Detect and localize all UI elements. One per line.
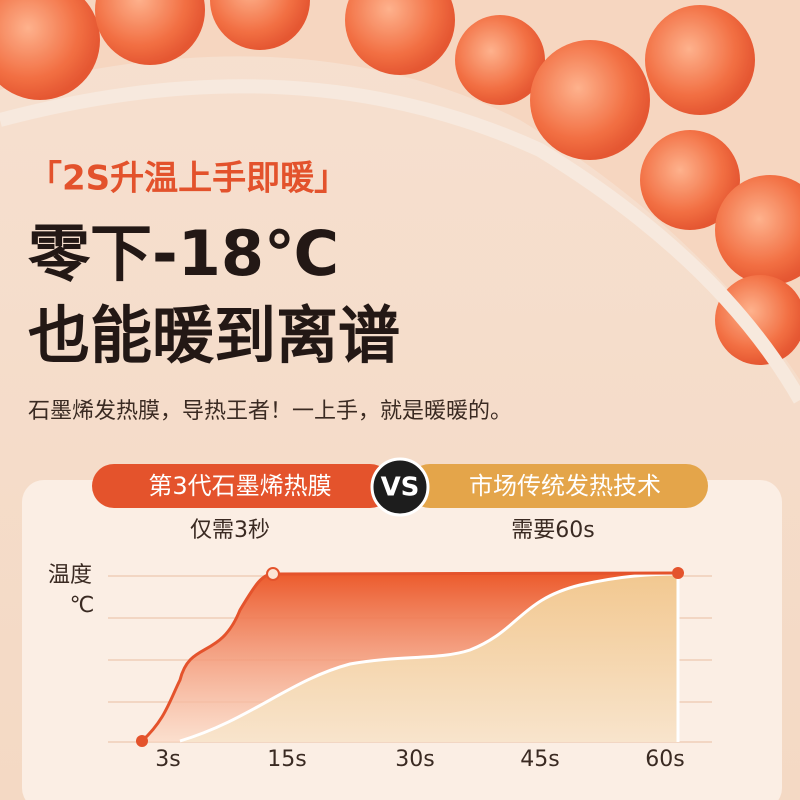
vs-text: VS: [381, 473, 420, 503]
x-label: 60s: [645, 747, 684, 772]
point: [136, 735, 148, 747]
right-pill: [408, 464, 708, 508]
y-label: ℃: [70, 593, 95, 618]
decoration: [0, 0, 800, 404]
fast-curve: [140, 571, 679, 743]
x-labels: 3s 15s 30s 45s 60s: [155, 747, 684, 772]
right-note: 需要60s: [511, 518, 594, 543]
left-label: 第3代石墨烯热膜: [148, 472, 331, 500]
y-label: 温度: [48, 563, 92, 588]
subtitle: 石墨烯发热膜，导热王者！一上手，就是暖暖的。: [28, 399, 512, 424]
tag: 「2S升温上手即暖」: [28, 159, 348, 199]
x-label: 15s: [267, 747, 306, 772]
left-pill: [92, 464, 392, 508]
right-label: 市场传统发热技术: [469, 472, 661, 500]
point: [266, 567, 280, 581]
point: [672, 567, 684, 579]
x-label: 45s: [520, 747, 559, 772]
x-label: 30s: [395, 747, 434, 772]
title-line: 也能暖到离谱: [28, 299, 400, 372]
title-line: 零下-18℃: [28, 217, 339, 290]
left-note: 仅需3秒: [190, 518, 270, 543]
x-label: 3s: [155, 747, 180, 772]
vs-badge: [370, 457, 430, 517]
slow-curve: [179, 572, 679, 743]
